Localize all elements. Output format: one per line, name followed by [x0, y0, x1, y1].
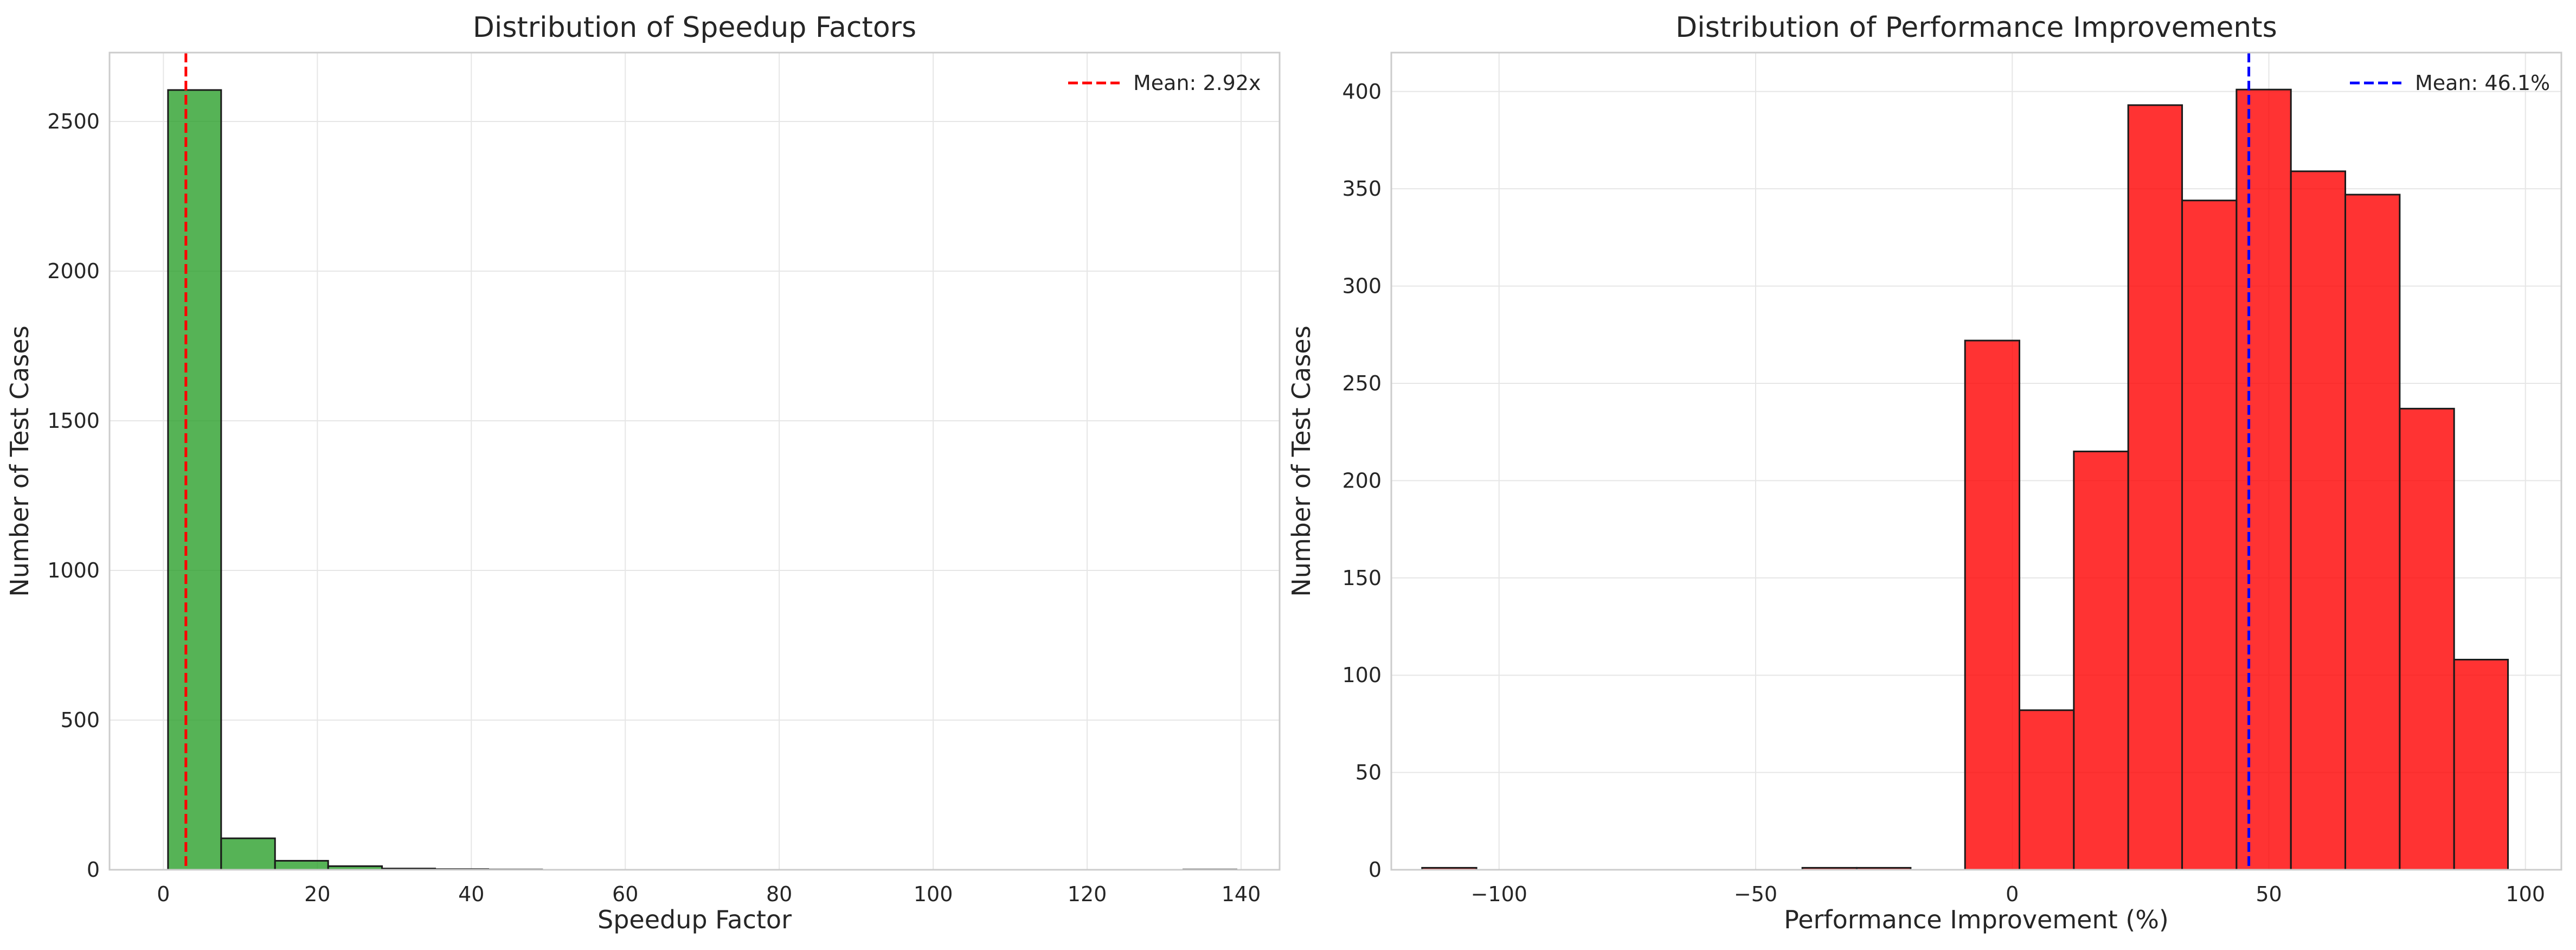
chart-title: Distribution of Speedup Factors	[473, 11, 916, 44]
y-tick-label: 2500	[47, 110, 100, 133]
histogram-bar	[2127, 104, 2183, 871]
histogram-bar	[1964, 339, 2021, 871]
histogram-bar	[2453, 658, 2509, 871]
x-tick-label: 140	[1222, 882, 1261, 906]
histogram-bar	[2019, 709, 2075, 871]
x-tick-label: 120	[1068, 882, 1107, 906]
plot-frame	[108, 52, 1281, 871]
x-tick-label: 100	[914, 882, 953, 906]
speedup-histogram-panel: Distribution of Speedup Factors Speedup …	[5, 11, 1281, 934]
y-tick-label: 350	[1342, 177, 1382, 201]
x-tick-label: 60	[612, 882, 638, 906]
x-axis-label: Speedup Factor	[598, 905, 792, 934]
histogram-bar	[274, 859, 329, 871]
legend-label-mean: Mean: 2.92x	[1133, 71, 1261, 95]
x-tick-label: −50	[1734, 882, 1777, 906]
y-tick-label: 400	[1342, 80, 1382, 104]
x-tick-label: 80	[766, 882, 792, 906]
legend-label-mean: Mean: 46.1%	[2415, 71, 2550, 95]
y-axis-label: Number of Test Cases	[5, 325, 34, 596]
x-tick-label: −100	[1471, 882, 1527, 906]
x-tick-label: 100	[2506, 882, 2545, 906]
y-tick-label: 100	[1342, 663, 1382, 687]
y-tick-label: 2000	[47, 259, 100, 283]
x-tick-label: 40	[458, 882, 484, 906]
chart-title: Distribution of Performance Improvements	[1675, 11, 2277, 44]
y-tick-label: 50	[1356, 761, 1382, 785]
histogram-bar	[2073, 451, 2129, 871]
y-tick-label: 0	[1369, 858, 1382, 882]
histogram-bar	[2399, 408, 2455, 871]
y-tick-label: 300	[1342, 274, 1382, 298]
y-tick-label: 1000	[47, 559, 100, 582]
histogram-bar	[2290, 170, 2347, 871]
y-tick-label: 1500	[47, 409, 100, 433]
x-tick-label: 0	[157, 882, 170, 906]
histogram-bar	[220, 837, 276, 871]
y-tick-label: 0	[87, 858, 100, 882]
y-tick-label: 150	[1342, 566, 1382, 590]
y-tick-label: 200	[1342, 468, 1382, 492]
y-tick-label: 250	[1342, 371, 1382, 395]
plot-frame	[1390, 52, 2562, 871]
x-tick-label: 50	[2256, 882, 2282, 906]
x-tick-label: 20	[304, 882, 330, 906]
histogram-bar	[2235, 88, 2292, 871]
histogram-bar	[2181, 200, 2238, 871]
histogram-bar	[167, 89, 222, 871]
x-axis-label: Performance Improvement (%)	[1784, 905, 2169, 934]
histogram-bar	[2344, 194, 2401, 871]
y-tick-label: 500	[60, 708, 100, 732]
improvement-histogram-panel: Distribution of Performance Improvements…	[1287, 11, 2562, 934]
x-tick-label: 0	[2006, 882, 2019, 906]
y-axis-label: Number of Test Cases	[1287, 325, 1316, 596]
